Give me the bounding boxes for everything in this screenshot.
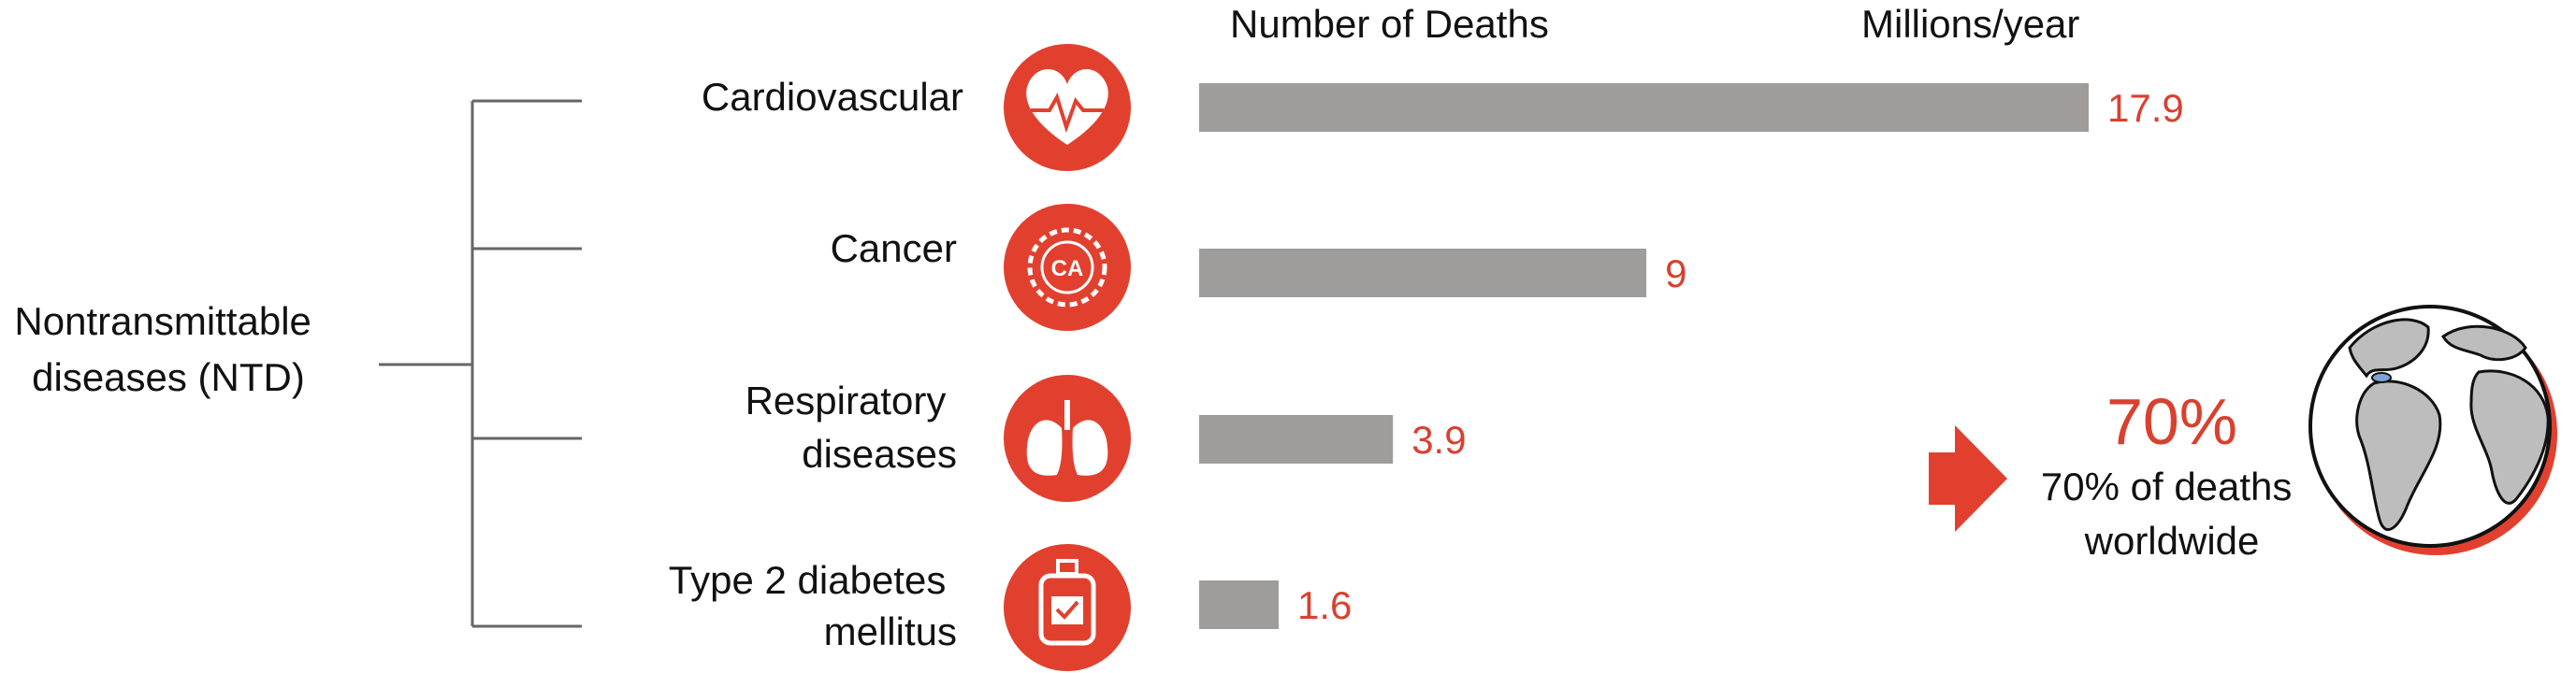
value-label-cancer: 9: [1665, 251, 1686, 295]
category-label-respiratory-diseases: Respiratory diseases: [745, 379, 957, 476]
group-label-ntd: Nontransmittable diseases (NTD): [14, 299, 322, 399]
header-millions-per-year: Millions/year: [1861, 2, 2079, 46]
category-label-cardiovascular: Cardiovascular: [702, 75, 963, 119]
bar-type-2-diabetes: [1199, 580, 1280, 629]
callout-text: 70% of deaths worldwide: [2041, 465, 2303, 563]
value-label-cardiovascular: 17.9: [2107, 86, 2184, 130]
cancer-ca-icon: CA: [1004, 204, 1131, 331]
value-label-type-2-diabetes: 1.6: [1297, 583, 1352, 627]
right-arrow-icon: [1929, 425, 2007, 532]
svg-text:CA: CA: [1051, 256, 1084, 281]
bar-cancer: [1199, 249, 1647, 297]
lungs-icon: [1004, 375, 1131, 502]
category-label-cancer: Cancer: [831, 226, 957, 270]
bracket: [379, 99, 582, 628]
bar-cardiovascular: [1199, 83, 2089, 132]
header-number-of-deaths: Number of Deaths: [1230, 2, 1549, 46]
globe-icon: [2308, 305, 2557, 555]
heart-pulse-icon: [1004, 44, 1131, 171]
value-label-respiratory-diseases: 3.9: [1411, 418, 1466, 462]
callout-percent: 70%: [2106, 385, 2237, 458]
category-label-type-2-diabetes: Type 2 diabetes mellitus: [669, 558, 957, 653]
bar-respiratory-diseases: [1199, 415, 1394, 464]
insulin-bottle-icon: [1004, 544, 1131, 671]
